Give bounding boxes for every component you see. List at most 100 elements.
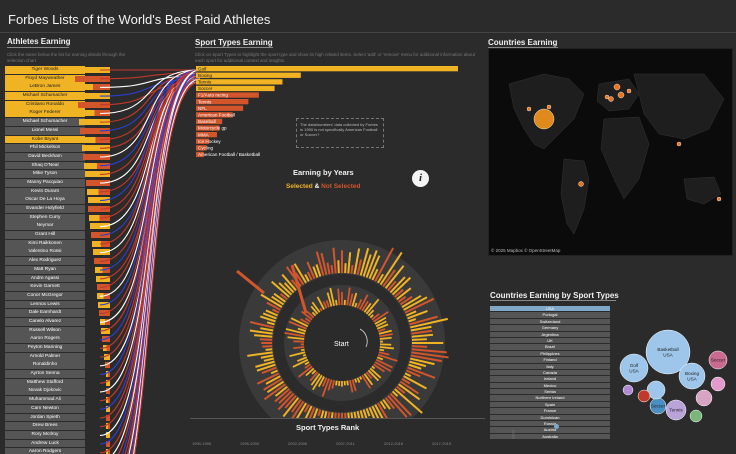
country-item[interactable]: France bbox=[490, 408, 610, 414]
athlete-item[interactable]: Grant Hill bbox=[5, 231, 85, 239]
athlete-item[interactable]: Roger Federer bbox=[5, 109, 85, 118]
map-country-marker[interactable] bbox=[626, 88, 632, 94]
sport-bar[interactable] bbox=[196, 118, 223, 125]
sport-bar[interactable] bbox=[196, 145, 207, 151]
athlete-item[interactable]: Matt Ryan bbox=[5, 265, 85, 274]
athlete-item[interactable]: Kevin Garnett bbox=[5, 283, 85, 292]
sport-bar[interactable] bbox=[196, 105, 244, 111]
athlete-item[interactable]: Andrew Luck bbox=[5, 439, 85, 448]
athlete-item[interactable]: Novak Djokovic bbox=[5, 387, 85, 396]
map-country-marker[interactable] bbox=[613, 83, 621, 91]
athlete-item[interactable]: Kevin Durant bbox=[5, 187, 85, 196]
sport-bar[interactable] bbox=[196, 79, 283, 85]
sport-bubble[interactable] bbox=[710, 376, 726, 392]
athlete-item[interactable]: Aaron Rogers bbox=[5, 335, 85, 344]
country-slider-handle[interactable] bbox=[554, 424, 559, 429]
athlete-item[interactable]: Floyd Mayweather bbox=[5, 74, 85, 83]
athlete-item[interactable]: Alex Rodriguez bbox=[5, 257, 85, 266]
athlete-item[interactable]: Mike Tyson bbox=[5, 170, 85, 179]
map-country-marker[interactable] bbox=[533, 108, 555, 130]
country-item[interactable]: Spain bbox=[490, 401, 610, 408]
athlete-item[interactable]: Neymar bbox=[5, 222, 85, 231]
sport-bubble[interactable] bbox=[619, 353, 649, 383]
map-attribution[interactable]: © 2025 Mapbox © OpenStreetMap bbox=[491, 248, 561, 253]
country-item[interactable]: USA bbox=[490, 306, 610, 312]
athlete-item[interactable]: Matthew Stafford bbox=[5, 378, 85, 387]
sport-bar[interactable] bbox=[196, 99, 249, 105]
map-country-marker[interactable] bbox=[716, 196, 722, 202]
sport-bar[interactable] bbox=[196, 151, 204, 158]
sport-bar[interactable] bbox=[196, 85, 275, 92]
country-item[interactable]: Italy bbox=[490, 363, 610, 369]
map-country-marker[interactable] bbox=[608, 96, 614, 102]
sport-bubble[interactable] bbox=[646, 380, 666, 400]
athlete-item[interactable]: Russell Wilson bbox=[5, 326, 85, 335]
world-map[interactable] bbox=[488, 48, 733, 256]
map-country-marker[interactable] bbox=[617, 91, 625, 99]
sport-bar[interactable] bbox=[196, 66, 458, 72]
country-item[interactable]: Germany bbox=[490, 325, 610, 331]
athlete-item[interactable]: Dale Earnhardt bbox=[5, 309, 85, 318]
athlete-item[interactable]: Aaron Rodgers bbox=[5, 448, 85, 454]
country-item[interactable]: Australia bbox=[490, 433, 610, 440]
map-country-marker[interactable] bbox=[526, 106, 532, 112]
legend-not-selected[interactable]: Not Selected bbox=[321, 183, 361, 190]
athlete-item[interactable]: Manny Pacquiao bbox=[5, 178, 85, 187]
athlete-item[interactable]: Cam Newton bbox=[5, 404, 85, 413]
athlete-item[interactable]: Ayrton Senna bbox=[5, 370, 85, 378]
country-item[interactable]: Brazil bbox=[490, 344, 610, 350]
sport-bubble[interactable] bbox=[665, 399, 687, 421]
athlete-item[interactable]: Conor McGregor bbox=[5, 291, 85, 300]
map-country-marker[interactable] bbox=[578, 181, 584, 187]
athlete-item[interactable]: Kimi Raikkonen bbox=[5, 239, 85, 248]
country-item[interactable]: Northern Ireland bbox=[490, 395, 610, 401]
country-item[interactable]: Russia bbox=[490, 421, 610, 427]
country-item[interactable]: Serbia bbox=[490, 389, 610, 395]
country-item[interactable]: Ireland bbox=[490, 376, 610, 382]
country-item[interactable]: Argentina bbox=[490, 331, 610, 337]
sport-bubble[interactable] bbox=[622, 384, 634, 396]
sport-bar[interactable] bbox=[196, 125, 220, 131]
country-item[interactable]: Mexico bbox=[490, 382, 610, 389]
sport-bar[interactable] bbox=[196, 138, 210, 144]
map-country-marker[interactable] bbox=[604, 94, 610, 100]
map-country-marker[interactable] bbox=[546, 104, 552, 110]
athlete-item[interactable]: LeBron James bbox=[5, 83, 85, 92]
athlete-item[interactable]: Rory McIlroy bbox=[5, 430, 85, 439]
athlete-item[interactable]: Shaq O'Neal bbox=[5, 161, 85, 170]
legend-selected[interactable]: Selected bbox=[286, 183, 313, 190]
athlete-item[interactable]: Michael Schumacher bbox=[5, 118, 85, 127]
country-item[interactable]: Dominican bbox=[490, 414, 610, 421]
country-item[interactable]: Austria bbox=[490, 427, 610, 433]
map-country-marker[interactable] bbox=[676, 141, 682, 147]
country-item[interactable]: UK bbox=[490, 337, 610, 344]
athlete-item[interactable]: Evander Holyfield bbox=[5, 205, 85, 213]
country-item[interactable]: Philippines bbox=[490, 350, 610, 357]
sport-bubble[interactable] bbox=[708, 350, 728, 370]
country-item[interactable]: Switzerland bbox=[490, 318, 610, 325]
athlete-item[interactable]: Lionel Messi bbox=[5, 126, 85, 135]
sport-bar[interactable] bbox=[196, 72, 301, 78]
athlete-item[interactable]: Andre Agassi bbox=[5, 274, 85, 283]
athlete-item[interactable]: Oscar De La Hoya bbox=[5, 196, 85, 205]
sport-bubble[interactable] bbox=[678, 362, 706, 390]
athlete-item[interactable]: Lennox Lewis bbox=[5, 300, 85, 309]
athlete-item[interactable]: David Beckham bbox=[5, 152, 85, 161]
athlete-item[interactable]: Tiger Woods bbox=[5, 66, 85, 74]
country-item[interactable]: Finland bbox=[490, 357, 610, 363]
athlete-item[interactable]: Kobe Bryant bbox=[5, 135, 85, 144]
athlete-item[interactable]: Cristiano Ronaldo bbox=[5, 100, 85, 109]
athlete-item[interactable]: Michael Schumacher bbox=[5, 92, 85, 100]
athlete-item[interactable]: Stephen Curry bbox=[5, 213, 85, 222]
sport-bar[interactable] bbox=[196, 132, 217, 138]
sport-bar[interactable] bbox=[196, 92, 259, 98]
athlete-item[interactable]: Ronaldinho bbox=[5, 361, 85, 370]
athlete-item[interactable]: Arnold Palmer bbox=[5, 352, 85, 361]
country-item[interactable]: Portugal bbox=[490, 312, 610, 318]
sport-bubble[interactable] bbox=[695, 389, 713, 407]
athlete-item[interactable]: Valentino Rossi bbox=[5, 248, 85, 257]
country-item[interactable]: Canada bbox=[490, 369, 610, 376]
athlete-item[interactable]: Phil Mickelson bbox=[5, 144, 85, 153]
athlete-item[interactable]: Drew Brees bbox=[5, 422, 85, 431]
athlete-item[interactable]: Jordan Spieth bbox=[5, 413, 85, 422]
